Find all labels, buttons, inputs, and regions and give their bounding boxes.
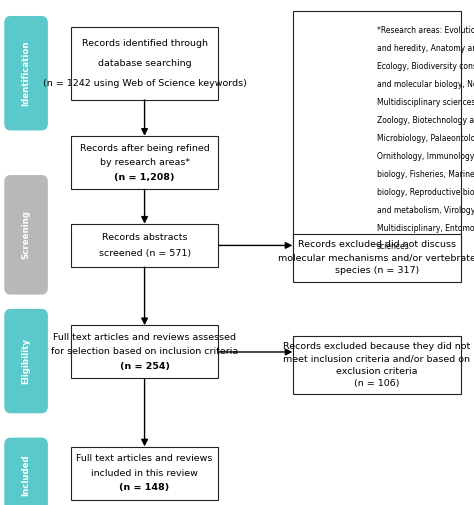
Text: database searching: database searching <box>98 59 191 68</box>
Text: (n = 148): (n = 148) <box>119 483 170 492</box>
Text: Screening: Screening <box>22 211 30 259</box>
FancyBboxPatch shape <box>71 447 218 500</box>
Text: (n = 106): (n = 106) <box>354 379 400 388</box>
Text: meet inclusion criteria and/or based on: meet inclusion criteria and/or based on <box>283 355 470 364</box>
Text: for selection based on inclusion criteria: for selection based on inclusion criteri… <box>51 347 238 357</box>
Text: *Research areas: Evolutionary biology, Genetics: *Research areas: Evolutionary biology, G… <box>377 26 474 35</box>
Text: screened (n = 571): screened (n = 571) <box>99 249 191 258</box>
Text: Eligibility: Eligibility <box>22 338 30 384</box>
Text: Records excluded because they did not: Records excluded because they did not <box>283 342 471 351</box>
Text: Microbiology, Palaeontology, Cell biology,: Microbiology, Palaeontology, Cell biolog… <box>377 134 474 143</box>
FancyBboxPatch shape <box>71 325 218 379</box>
Text: exclusion criteria: exclusion criteria <box>336 367 418 376</box>
Text: (n = 1242 using Web of Science keywords): (n = 1242 using Web of Science keywords) <box>43 78 246 87</box>
Text: Ornithology, Immunology, Developmental: Ornithology, Immunology, Developmental <box>377 152 474 161</box>
FancyBboxPatch shape <box>293 336 461 394</box>
Text: Records abstracts: Records abstracts <box>102 233 187 242</box>
Text: and molecular biology, Neurosciences, Biology,: and molecular biology, Neurosciences, Bi… <box>377 80 474 89</box>
Text: and heredity, Anatomy and morphology,: and heredity, Anatomy and morphology, <box>377 44 474 53</box>
Text: included in this review: included in this review <box>91 469 198 478</box>
FancyBboxPatch shape <box>71 136 218 189</box>
Text: Records identified through: Records identified through <box>82 39 208 48</box>
Text: Full text articles and reviews assessed: Full text articles and reviews assessed <box>53 333 236 342</box>
Text: Records after being refined: Records after being refined <box>80 144 210 153</box>
Text: molecular mechanisms and/or vertebrate: molecular mechanisms and/or vertebrate <box>278 253 474 262</box>
Text: sciences.: sciences. <box>377 241 412 250</box>
FancyBboxPatch shape <box>5 17 47 130</box>
Text: Included: Included <box>22 454 30 495</box>
Text: biology, Reproductive biology, Endocrinology: biology, Reproductive biology, Endocrino… <box>377 188 474 197</box>
Text: and metabolism, Virology, Chemistry: and metabolism, Virology, Chemistry <box>377 206 474 215</box>
Text: Records excluded did not discuss: Records excluded did not discuss <box>298 240 456 249</box>
Text: (n = 254): (n = 254) <box>119 362 170 371</box>
FancyBboxPatch shape <box>71 224 218 267</box>
FancyBboxPatch shape <box>293 233 461 282</box>
FancyBboxPatch shape <box>293 11 461 266</box>
Text: Multidisciplinary sciences, Behavioural sciences,: Multidisciplinary sciences, Behavioural … <box>377 98 474 107</box>
Text: biology, Fisheries, Marine and freshwater: biology, Fisheries, Marine and freshwate… <box>377 170 474 179</box>
Text: Zoology, Biotechnology applied microbiology,: Zoology, Biotechnology applied microbiol… <box>377 116 474 125</box>
Text: Full text articles and reviews: Full text articles and reviews <box>76 454 213 463</box>
FancyBboxPatch shape <box>71 26 218 100</box>
Text: Identification: Identification <box>22 40 30 106</box>
Text: (n = 1,208): (n = 1,208) <box>114 173 175 181</box>
Text: Ecology, Biodiversity conservation, Biochemistry: Ecology, Biodiversity conservation, Bioc… <box>377 62 474 71</box>
FancyBboxPatch shape <box>5 438 47 505</box>
Text: Multidisciplinary, Entomology, Environmental: Multidisciplinary, Entomology, Environme… <box>377 224 474 233</box>
FancyBboxPatch shape <box>5 310 47 413</box>
Text: species (n = 317): species (n = 317) <box>335 266 419 275</box>
Text: by research areas*: by research areas* <box>100 158 190 167</box>
FancyBboxPatch shape <box>5 176 47 294</box>
